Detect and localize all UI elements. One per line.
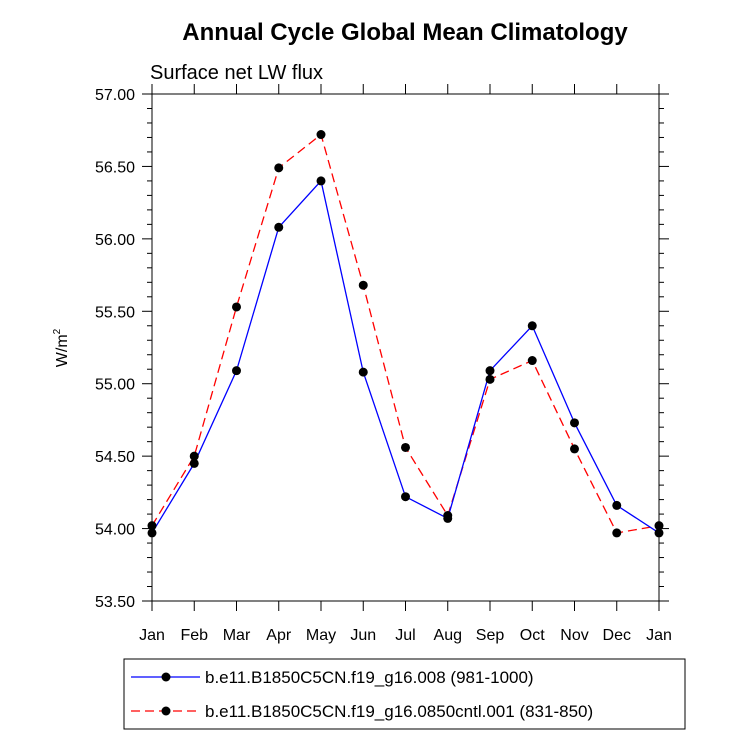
x-tick-label: Sep xyxy=(476,627,505,644)
legend-marker xyxy=(161,672,171,682)
data-point xyxy=(485,366,495,376)
y-axis-label: W/m2 xyxy=(52,328,71,367)
x-tick-label: Nov xyxy=(560,627,588,644)
data-point xyxy=(654,521,664,531)
x-tick-label: Jun xyxy=(350,627,376,644)
data-point xyxy=(612,500,622,510)
x-tick-label: Feb xyxy=(180,627,208,644)
data-point xyxy=(612,528,622,538)
x-tick-label: Mar xyxy=(223,627,251,644)
data-point xyxy=(274,222,284,232)
y-tick-label: 55.00 xyxy=(95,377,135,394)
data-point xyxy=(570,418,579,428)
data-point xyxy=(654,528,664,538)
data-point xyxy=(401,442,410,452)
series-layer xyxy=(147,130,664,538)
data-point xyxy=(527,321,537,331)
y-tick-label: 54.00 xyxy=(95,522,135,539)
x-tick-label: Jul xyxy=(395,627,415,644)
data-point xyxy=(401,492,410,502)
y-tick-label: 56.50 xyxy=(95,159,135,176)
y-axis-label-superscript: 2 xyxy=(52,328,63,334)
x-tick-label: Dec xyxy=(603,627,631,644)
legend: b.e11.B1850C5CN.f19_g16.008 (981-1000) b.… xyxy=(123,658,686,730)
x-tick-label: Apr xyxy=(266,627,292,644)
x-tick-label: May xyxy=(306,627,336,644)
data-point xyxy=(189,451,199,461)
chart-subtitle: Surface net LW flux xyxy=(150,62,323,84)
x-tick-label: Jan xyxy=(139,627,165,644)
y-tick-label: 56.00 xyxy=(95,232,135,249)
x-tick-label: Aug xyxy=(434,627,462,644)
legend-label: b.e11.B1850C5CN.f19_g16.008 (981-1000) xyxy=(205,668,534,687)
data-point xyxy=(232,366,241,376)
plot-axes: 53.50 54.00 54.50 55.00 55.50 56.00 56.50 57.00… xyxy=(95,84,672,644)
legend-box xyxy=(123,658,686,730)
data-point xyxy=(316,176,326,186)
x-tick-label: Jan xyxy=(646,627,672,644)
y-tick-label: 55.50 xyxy=(95,304,135,321)
chart-title: Annual Cycle Global Mean Climatology xyxy=(182,19,628,46)
data-point xyxy=(358,280,368,290)
data-point xyxy=(570,444,579,454)
data-point xyxy=(232,302,241,312)
data-point xyxy=(443,511,453,521)
y-tick-label: 54.50 xyxy=(95,449,135,466)
series-line xyxy=(151,133,660,534)
legend-label: b.e11.B1850C5CN.f19_g16.0850cntl.001 (83… xyxy=(205,702,593,721)
y-tick-label: 57.00 xyxy=(95,87,135,104)
x-tick-label: Oct xyxy=(520,627,545,644)
data-point xyxy=(147,521,157,531)
y-tick-label: 53.50 xyxy=(95,594,135,611)
data-point xyxy=(358,367,368,377)
data-point xyxy=(527,356,537,366)
plot-frame xyxy=(151,93,660,602)
data-point xyxy=(274,163,284,173)
data-point xyxy=(147,528,157,538)
data-point xyxy=(189,458,199,468)
legend-marker xyxy=(161,706,171,716)
data-point xyxy=(485,374,495,384)
series-line xyxy=(151,179,660,534)
data-point xyxy=(316,130,326,140)
